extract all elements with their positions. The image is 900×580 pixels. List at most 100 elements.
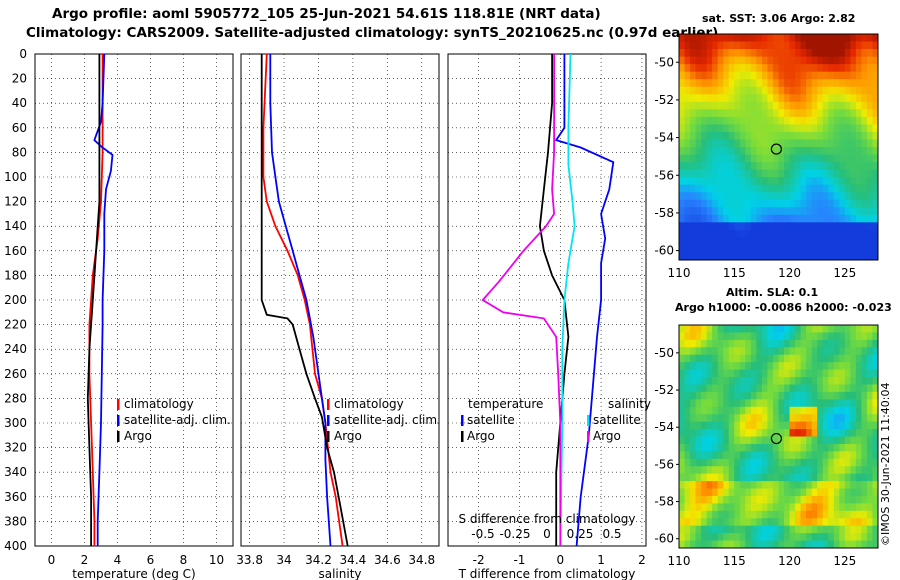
map-cell [717,124,724,133]
map-cell [833,131,840,140]
map-cell [855,503,862,512]
map-cell [833,384,840,393]
map-cell [844,71,851,80]
map-cell [872,533,879,541]
map-cell [822,79,829,88]
map-cell [833,495,840,504]
map-cell [795,332,802,341]
map-cell [789,237,796,246]
map-cell [706,443,713,452]
map-cell [817,391,824,400]
map-cell [734,34,741,42]
map-cell [750,391,757,400]
map-cell [844,192,851,201]
map-cell [717,49,724,57]
map-cell [784,540,790,549]
map-cell [811,510,818,519]
map-cell [684,56,691,65]
map-cell [795,49,802,57]
map-cell [728,525,735,534]
map-cell [855,147,862,155]
map-cell [734,169,741,178]
map-cell [767,466,774,475]
map-cell [750,488,757,497]
map-cell [784,109,790,118]
map-cell [745,147,752,155]
map-cell [695,214,702,223]
map-cell [833,540,840,549]
map-cell [833,154,840,163]
map-cell [866,124,873,133]
map-cell [690,162,696,170]
map-cell [684,116,691,125]
map-cell [756,339,763,348]
map-cell [761,481,768,489]
map-cell [739,71,746,80]
map-cell [872,109,879,118]
map-cell [723,139,730,148]
map-cell [712,131,719,140]
map-cell [800,79,807,88]
map-cell [811,94,818,103]
map-cell [756,244,763,253]
map-cell [828,525,835,534]
map-cell [789,421,796,430]
map-cell [861,79,868,88]
map-cell [695,525,702,534]
map-cell [756,481,763,489]
map-cell [822,116,829,125]
map-cell [817,169,824,178]
map-cell [734,86,741,95]
map-cell [712,237,719,246]
map-cell [866,34,873,42]
map-cell [795,451,802,460]
map-cell [739,139,746,148]
map-cell [706,362,713,370]
map-cell [728,147,735,155]
map-cell [706,244,713,253]
map-cell [828,109,835,118]
map-cell [772,473,779,482]
map-cell [734,347,741,356]
map-cell [828,414,835,423]
map-cell [739,533,746,541]
map-cell [695,488,702,497]
map-cell [855,377,862,385]
map-cell [679,124,685,133]
map-cell [850,229,857,238]
map-cell [690,177,696,186]
map-cell [739,325,746,333]
map-cell [701,451,708,460]
map-cell [795,56,802,65]
map-cell [772,503,779,512]
map-cell [728,177,735,186]
map-cell [712,169,719,178]
map-cell [839,399,846,408]
map-cell [728,540,735,549]
map-cell [717,481,724,489]
map-cell [850,79,857,88]
map-cell [861,354,868,363]
map-cell [784,518,790,527]
map-cell [712,199,719,208]
map-cell [745,184,752,193]
map-cell [822,369,829,378]
map-cell [750,34,757,42]
difference-legend-title: salinity [608,397,651,411]
map-cell [701,525,708,534]
map-cell [861,116,868,125]
map-cell [750,481,757,489]
map-cell [839,525,846,534]
map-cell [723,207,730,216]
map-cell [756,199,763,208]
map-cell [789,510,796,519]
map-cell [684,339,691,348]
map-cell [800,109,807,118]
map-cell [811,214,818,223]
map-cell [745,510,752,519]
map-cell [739,244,746,253]
map-cell [833,406,840,415]
map-cell [806,56,813,65]
map-cell [795,391,802,400]
map-cell [789,222,796,231]
